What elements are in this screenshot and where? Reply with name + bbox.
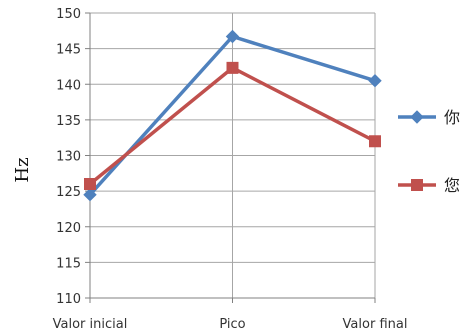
- x-tick-label: Valor final: [343, 317, 408, 332]
- y-tick-label: 145: [56, 43, 81, 58]
- y-tick-label: 130: [56, 150, 81, 165]
- series-2-point: [226, 61, 239, 74]
- y-tick-label: 150: [56, 7, 81, 22]
- series-lines: [83, 29, 382, 202]
- legend-label-2: 您: [444, 176, 460, 195]
- legend-label-1: 你: [444, 108, 460, 127]
- series-1-point: [225, 29, 240, 44]
- axes: [85, 12, 376, 303]
- grid-lines: [90, 12, 376, 299]
- series-2-point: [84, 178, 96, 190]
- series-1-point: [83, 187, 97, 202]
- y-tick-label: 125: [56, 185, 81, 200]
- legend-marker-1: [410, 110, 424, 124]
- y-tick-labels: 110 115 120 125 130 135 140 145 150: [56, 7, 81, 307]
- legend: 你您: [398, 108, 460, 195]
- y-tick-label: 135: [56, 114, 81, 129]
- y-tick-label: 140: [56, 78, 81, 93]
- y-tick-label: 115: [56, 256, 81, 271]
- legend-marker-2: [411, 179, 423, 191]
- series-1-point: [368, 73, 382, 88]
- x-tick-label: Valor inicial: [53, 317, 128, 332]
- y-tick-label: 110: [56, 292, 81, 307]
- series-2-point: [369, 135, 381, 148]
- x-tick-label: Pico: [219, 317, 245, 332]
- y-axis-label: Hz: [12, 157, 33, 182]
- y-tick-label: 120: [56, 221, 81, 236]
- x-tick-labels: Valor inicial Pico Valor final: [53, 317, 408, 332]
